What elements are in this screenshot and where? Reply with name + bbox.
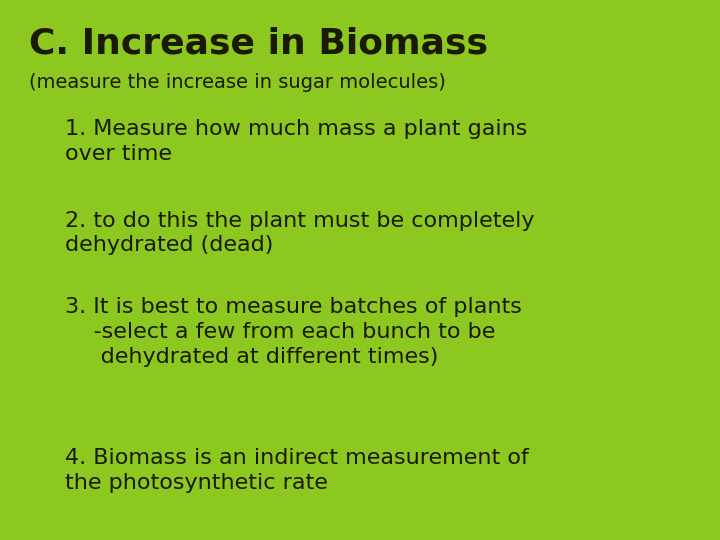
- Text: 1. Measure how much mass a plant gains
over time: 1. Measure how much mass a plant gains o…: [65, 119, 527, 164]
- Text: 2. to do this the plant must be completely
dehydrated (dead): 2. to do this the plant must be complete…: [65, 211, 534, 255]
- Text: 3. It is best to measure batches of plants
    -select a few from each bunch to : 3. It is best to measure batches of plan…: [65, 297, 522, 367]
- Text: C. Increase in Biomass: C. Increase in Biomass: [29, 27, 488, 61]
- Text: 4. Biomass is an indirect measurement of
the photosynthetic rate: 4. Biomass is an indirect measurement of…: [65, 448, 528, 493]
- Text: (measure the increase in sugar molecules): (measure the increase in sugar molecules…: [29, 73, 446, 92]
